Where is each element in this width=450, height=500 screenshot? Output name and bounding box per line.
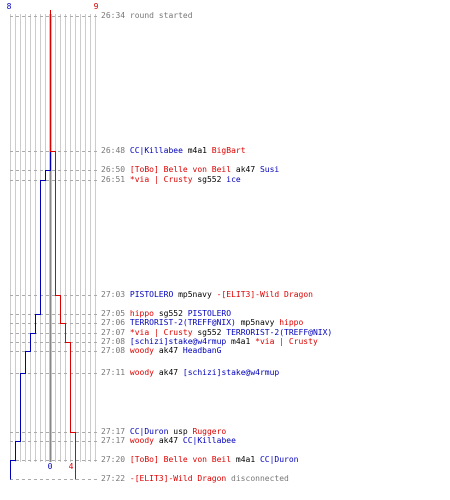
log-player: -[ELIT3]-Wild Dragon — [129, 474, 227, 483]
log-timestamp: 27:20 — [101, 455, 130, 464]
log-entry: 27:20 [ToBo] Belle von Beil m4a1 CC|Duro… — [101, 455, 299, 465]
red-end-count: 4 — [69, 462, 74, 471]
log-timestamp: 27:17 — [101, 427, 130, 436]
log-timestamp: 27:03 — [101, 290, 130, 299]
log-player: Ruggero — [192, 427, 227, 436]
red-team-line — [50, 10, 76, 480]
log-weapon: usp — [168, 427, 193, 436]
log-player: [schizi]stake@w4rmup — [129, 337, 227, 346]
log-entry: 27:11 woody ak47 [schizi]stake@w4rmup — [101, 368, 279, 378]
red-start-count: 9 — [94, 2, 99, 11]
log-player: CC|Duron — [259, 455, 299, 464]
log-player: woody — [129, 346, 154, 355]
log-entry: 26:51 *via | Crusty sg552 ice — [101, 175, 241, 185]
log-timestamp: 27:07 — [101, 328, 130, 337]
log-timestamp: 27:05 — [101, 309, 130, 318]
log-timestamp: 27:08 — [101, 346, 130, 355]
log-timestamp: 26:48 — [101, 146, 130, 155]
log-weapon: ak47 — [154, 368, 183, 377]
log-player: CC|Killabee — [129, 146, 183, 155]
log-message: round started — [129, 11, 193, 20]
log-player: hippo — [129, 309, 154, 318]
log-player: [schizi]stake@w4rmup — [182, 368, 280, 377]
log-player: [ToBo] Belle von Beil — [129, 165, 232, 174]
log-player: woody — [129, 436, 154, 445]
log-player: hippo — [279, 318, 304, 327]
player-count-chart: 8 9 0 4 — [7, 2, 100, 480]
log-timestamp: 27:06 — [101, 318, 130, 327]
log-entry: 26:34 round started — [101, 11, 193, 21]
log-weapon: m4a1 — [182, 146, 212, 155]
log-message: disconnected — [226, 474, 289, 483]
log-player: HeadbanG — [182, 346, 222, 355]
log-timestamp: 27:17 — [101, 436, 130, 445]
log-timestamp: 27:22 — [101, 474, 130, 483]
log-weapon: m4a1 — [231, 455, 260, 464]
log-weapon: ak47 — [154, 346, 183, 355]
log-player: TERRORIST-2(TREFF@NIX) — [129, 318, 236, 327]
log-entry: 26:50 [ToBo] Belle von Beil ak47 Susi — [101, 165, 279, 175]
log-player: BigBart — [211, 146, 246, 155]
log-player: [ToBo] Belle von Beil — [129, 455, 232, 464]
log-player: *via | Crusty — [129, 175, 193, 184]
log-timestamp: 26:51 — [101, 175, 130, 184]
log-player: woody — [129, 368, 154, 377]
log-entry: 27:08 [schizi]stake@w4rmup m4a1 *via | C… — [101, 337, 318, 347]
log-player: PISTOLERO — [129, 290, 174, 299]
log-weapon: sg552 — [154, 309, 188, 318]
log-weapon: ak47 — [154, 436, 183, 445]
log-weapon: mp5navy — [235, 318, 280, 327]
log-player: -[ELIT3]-Wild Dragon — [216, 290, 313, 299]
log-weapon: mp5navy — [173, 290, 217, 299]
blue-end-count: 0 — [48, 462, 53, 471]
blue-team-line — [10, 10, 51, 480]
log-player: ice — [226, 175, 241, 184]
log-player: *via | Crusty — [129, 328, 193, 337]
log-weapon: m4a1 — [226, 337, 256, 346]
log-entry: 27:08 woody ak47 HeadbanG — [101, 346, 221, 356]
log-entry: 26:48 CC|Killabee m4a1 BigBart — [101, 146, 246, 156]
log-timestamp: 27:11 — [101, 368, 130, 377]
log-player: *via | Crusty — [255, 337, 318, 346]
log-player: CC|Duron — [129, 427, 169, 436]
log-entry: 27:17 woody ak47 CC|Killabee — [101, 436, 236, 446]
log-entry: 27:07 *via | Crusty sg552 TERRORIST-2(TR… — [101, 328, 332, 338]
log-weapon: sg552 — [192, 175, 227, 184]
log-entry: 27:22 -[ELIT3]-Wild Dragon disconnected — [101, 474, 289, 484]
log-timestamp: 26:34 — [101, 11, 130, 20]
log-entry: 27:05 hippo sg552 PISTOLERO — [101, 309, 231, 319]
log-weapon: ak47 — [231, 165, 260, 174]
log-entry: 27:06 TERRORIST-2(TREFF@NIX) mp5navy hip… — [101, 318, 303, 328]
log-entry: 27:03 PISTOLERO mp5navy -[ELIT3]-Wild Dr… — [101, 290, 313, 300]
log-player: TERRORIST-2(TREFF@NIX) — [226, 328, 333, 337]
log-timestamp: 26:50 — [101, 165, 130, 174]
log-entry: 27:17 CC|Duron usp Ruggero — [101, 427, 226, 437]
log-weapon: sg552 — [192, 328, 227, 337]
log-player: PISTOLERO — [187, 309, 232, 318]
log-player: Susi — [259, 165, 280, 174]
log-player: CC|Killabee — [182, 436, 236, 445]
log-timestamp: 27:08 — [101, 337, 130, 346]
blue-start-count: 8 — [7, 2, 12, 11]
